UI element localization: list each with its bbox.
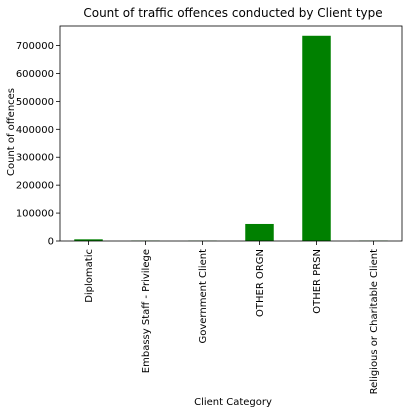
- x-tick-label: OTHER PRSN: [312, 249, 323, 314]
- x-tick-label: OTHER ORGN: [255, 249, 266, 317]
- y-tick-label: 500000: [16, 97, 54, 108]
- bar-other-orgn: [245, 223, 274, 241]
- x-tick-label: Embassy Staff - Privilege: [141, 249, 152, 373]
- x-tick-label: Government Client: [198, 249, 209, 344]
- plot-frame: [59, 25, 403, 242]
- chart-title: Count of traffic offences conducted by C…: [83, 6, 382, 20]
- y-tick-label: 600000: [16, 69, 54, 80]
- x-axis-label: Client Category: [194, 397, 272, 408]
- y-tick-label: 700000: [16, 41, 54, 52]
- x-tick-label: Religious or Charitable Client: [369, 249, 380, 394]
- y-tick-label: 200000: [16, 181, 54, 192]
- y-tick-label: 300000: [16, 153, 54, 164]
- y-tick-label: 100000: [16, 209, 54, 220]
- y-axis-label: Count of offences: [6, 88, 17, 176]
- bar-other-prsn: [302, 35, 331, 241]
- bar-diplomatic: [74, 239, 103, 241]
- y-tick-label: 0: [48, 237, 54, 248]
- x-tick-label: Diplomatic: [84, 249, 95, 303]
- plot-area: 0 100000 200000 300000 400000 500000 600000 700…: [16, 25, 403, 394]
- y-tick-label: 400000: [16, 125, 54, 136]
